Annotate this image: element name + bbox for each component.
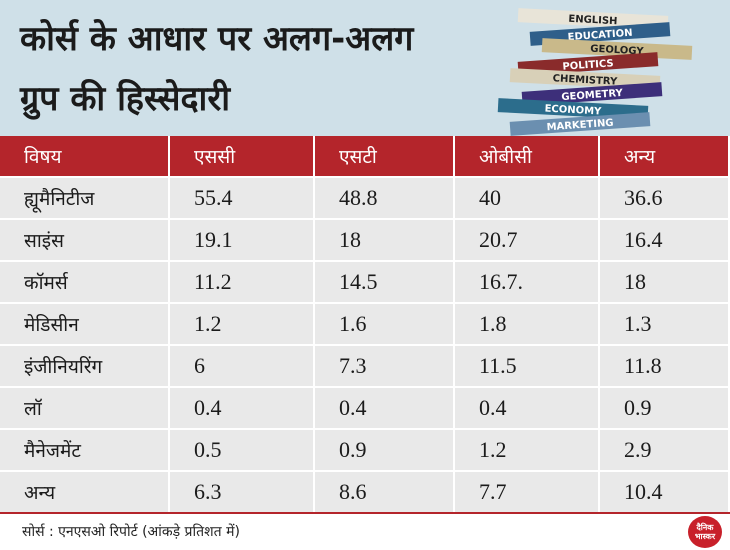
table-cell: लॉ bbox=[0, 388, 170, 428]
table-cell: 40 bbox=[455, 178, 600, 218]
book-spine bbox=[497, 98, 649, 120]
table-row: ह्यूमैनिटीज 55.4 48.8 40 36.6 bbox=[0, 178, 730, 220]
table-cell: 18 bbox=[600, 262, 730, 302]
table-cell: 0.4 bbox=[315, 388, 455, 428]
column-header: ओबीसी bbox=[455, 136, 600, 176]
table-cell: 18 bbox=[315, 220, 455, 260]
table-row: कॉमर्स 11.2 14.5 16.7. 18 bbox=[0, 262, 730, 304]
book-label: GEOMETRY bbox=[561, 88, 624, 103]
table-cell: 0.4 bbox=[170, 388, 315, 428]
table-cell: इंजीनियरिंग bbox=[0, 346, 170, 386]
book-label: POLITICS bbox=[562, 58, 614, 73]
table-cell: 48.8 bbox=[315, 178, 455, 218]
book: ENGLISH bbox=[517, 8, 669, 30]
table-cell: 0.4 bbox=[455, 388, 600, 428]
table-cell: 11.5 bbox=[455, 346, 600, 386]
table-cell: 6.3 bbox=[170, 472, 315, 512]
book-label: GEOLOGY bbox=[590, 44, 645, 58]
table-cell: 14.5 bbox=[315, 262, 455, 302]
table-cell: 36.6 bbox=[600, 178, 730, 218]
book-spine bbox=[521, 82, 663, 106]
book-label: ECONOMY bbox=[544, 104, 602, 118]
table-cell: 1.6 bbox=[315, 304, 455, 344]
book-label: MARKETING bbox=[546, 118, 614, 134]
book: MARKETING bbox=[509, 112, 651, 136]
table: विषय एससी एसटी ओबीसी अन्य ह्यूमैनिटीज 55.4 48.8… bbox=[0, 136, 730, 514]
column-header: अन्य bbox=[600, 136, 730, 176]
table-cell: 55.4 bbox=[170, 178, 315, 218]
table-cell: 16.7. bbox=[455, 262, 600, 302]
book: CHEMISTRY bbox=[509, 68, 661, 90]
table-cell: 1.2 bbox=[170, 304, 315, 344]
source-note: सोर्स : एनएसओ रिपोर्ट (आंकड़े प्रतिशत मे… bbox=[22, 524, 240, 540]
table-row: साइंस 19.1 18 20.7 16.4 bbox=[0, 220, 730, 262]
book-label: EDUCATION bbox=[567, 28, 633, 44]
table-cell: 7.7 bbox=[455, 472, 600, 512]
table-cell: 0.9 bbox=[315, 430, 455, 470]
footer: सोर्स : एनएसओ रिपोर्ट (आंकड़े प्रतिशत मे… bbox=[0, 512, 730, 550]
book-spine bbox=[517, 52, 659, 76]
column-header: विषय bbox=[0, 136, 170, 176]
table-cell: 1.2 bbox=[455, 430, 600, 470]
table-row: इंजीनियरिंग 6 7.3 11.5 11.8 bbox=[0, 346, 730, 388]
title-line: कोर्स के आधार पर अलग-अलग bbox=[20, 19, 414, 59]
book-spine bbox=[517, 8, 669, 30]
table-cell: साइंस bbox=[0, 220, 170, 260]
book-spine bbox=[509, 112, 651, 136]
table-cell: मैनेजमेंट bbox=[0, 430, 170, 470]
book: POLITICS bbox=[517, 52, 659, 76]
table-row: मेडिसीन 1.2 1.6 1.8 1.3 bbox=[0, 304, 730, 346]
table-cell: 6 bbox=[170, 346, 315, 386]
table-cell: 8.6 bbox=[315, 472, 455, 512]
table-cell: 11.2 bbox=[170, 262, 315, 302]
table-cell: मेडिसीन bbox=[0, 304, 170, 344]
table-cell: 0.9 bbox=[600, 388, 730, 428]
table-cell: 2.9 bbox=[600, 430, 730, 470]
table-cell: ह्यूमैनिटीज bbox=[0, 178, 170, 218]
table-cell: 19.1 bbox=[170, 220, 315, 260]
table-row: मैनेजमेंट 0.5 0.9 1.2 2.9 bbox=[0, 430, 730, 472]
table-cell: 16.4 bbox=[600, 220, 730, 260]
table-cell: 11.8 bbox=[600, 346, 730, 386]
table-cell: 1.3 bbox=[600, 304, 730, 344]
table-row: अन्य 6.3 8.6 7.7 10.4 bbox=[0, 472, 730, 514]
header-row: विषय एससी एसटी ओबीसी अन्य bbox=[0, 136, 730, 178]
table-cell: 10.4 bbox=[600, 472, 730, 512]
column-header: एसटी bbox=[315, 136, 455, 176]
table-cell: 0.5 bbox=[170, 430, 315, 470]
book-label: CHEMISTRY bbox=[552, 73, 618, 87]
header: कोर्स के आधार पर अलग-अलग ग्रुप की हिस्से… bbox=[0, 0, 730, 136]
title-line: ग्रुप की हिस्सेदारी bbox=[20, 79, 231, 119]
book-label: ENGLISH bbox=[568, 14, 618, 28]
column-header: एससी bbox=[170, 136, 315, 176]
table-cell: कॉमर्स bbox=[0, 262, 170, 302]
table-cell: अन्य bbox=[0, 472, 170, 512]
table-cell: 1.8 bbox=[455, 304, 600, 344]
book: ECONOMY bbox=[497, 98, 649, 120]
books-illustration: ENGLISHEDUCATIONGEOLOGYPOLITICSCHEMISTRY… bbox=[497, 8, 693, 136]
table-cell: 7.3 bbox=[315, 346, 455, 386]
table-cell: 20.7 bbox=[455, 220, 600, 260]
table-row: लॉ 0.4 0.4 0.4 0.9 bbox=[0, 388, 730, 430]
logo: दैनिक भास्कर bbox=[688, 516, 722, 548]
book: GEOMETRY bbox=[521, 82, 663, 106]
book-spine bbox=[509, 68, 661, 90]
